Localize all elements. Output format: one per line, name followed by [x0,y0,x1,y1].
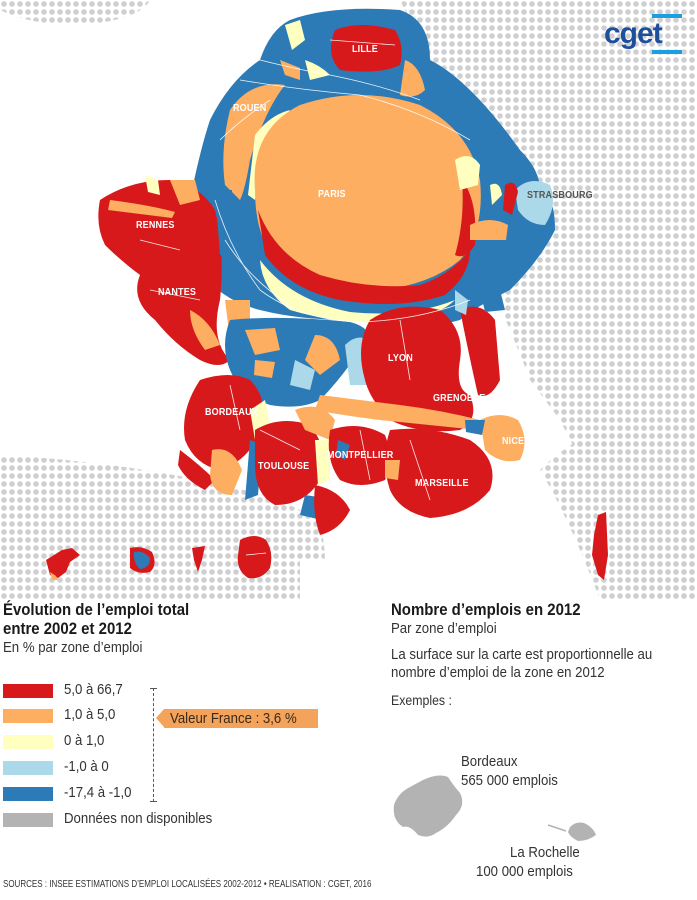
city-label-nice: NICE [502,436,525,447]
legend-title-line2: entre 2002 et 2012 [3,619,132,638]
example-bordeaux-name: Bordeaux [461,753,518,770]
legend-swatch [3,761,53,775]
legend-employment-count: Nombre d’emplois en 2012 Par zone d’empl… [391,600,691,708]
legend-item: -17,4 à -1,0 [3,784,303,805]
legend-item: 0 à 1,0 [3,732,303,753]
la-rochelle-example-shape [568,822,596,841]
legend-item: Données non disponibles [3,810,303,831]
city-label-lille: LILLE [352,44,378,55]
legend-subtitle: En % par zone d’emploi [3,639,143,656]
legend-item: -1,0 à 0 [3,758,303,779]
legend-right-description: La surface sur la carte est proportionne… [391,646,653,681]
legend-label: 1,0 à 5,0 [64,706,116,723]
corsica [592,512,608,580]
city-label-paris: PARIS [318,189,346,200]
legend-swatch [3,787,53,801]
legend-label: Données non disponibles [64,810,213,827]
cget-logo: cget [602,14,684,56]
city-label-marseille: MARSEILLE [415,478,469,489]
legend-label: 5,0 à 66,7 [64,681,123,698]
city-label-toulouse: TOULOUSE [258,461,310,472]
legend-right-title: Nombre d’emplois en 2012 [391,600,581,619]
legend-swatch [3,735,53,749]
legend-label: -1,0 à 0 [64,758,109,775]
legend-item: 1,0 à 5,0 [3,706,303,727]
legend-right-subtitle: Par zone d’emploi [391,620,497,637]
legend-title-line1: Évolution de l’emploi total [3,600,190,619]
logo-text: cget [604,17,663,50]
legend-bracket-cap-bottom [150,801,157,802]
example-bordeaux-value: 565 000 emplois [461,772,558,789]
legend-swatch [3,813,53,827]
france-value-tag: Valeur France : 3,6 % [156,709,318,728]
legend-range-bracket [153,688,154,802]
legend-employment-change: Évolution de l’emploi total entre 2002 e… [3,600,363,827]
examples-label: Exemples : [391,692,452,708]
cartogram-map: LILLE ROUEN PARIS STRASBOURG RENNES NANTES LYO… [0,0,697,600]
city-label-grenoble: GRENOBLE [433,393,486,404]
legend-swatch [3,709,53,723]
city-label-bordeaux: BORDEAUX [205,407,258,418]
example-larochelle-name: La Rochelle [510,844,580,861]
legend-label: -17,4 à -1,0 [64,784,132,801]
legend-swatch [3,684,53,698]
legend-bracket-cap-top [150,688,157,689]
uk-landmass [0,0,150,25]
tag-pointer [156,709,164,727]
city-label-strasbourg: STRASBOURG [527,190,593,201]
france-cartogram [98,8,555,535]
example-larochelle-value: 100 000 emplois [476,863,573,880]
sources-credit: SOURCES : INSEE ESTIMATIONS D’EMPLOI LOC… [3,879,372,890]
logo-bar-bottom [652,50,682,54]
legend-item: 5,0 à 66,7 [3,681,303,702]
city-label-rouen: ROUEN [233,103,267,114]
city-label-nantes: NANTES [158,287,197,298]
map-graphic [0,0,697,600]
legend-label: 0 à 1,0 [64,732,105,749]
bordeaux-example-shape [393,775,463,837]
city-label-montpellier: MONTPELLIER [327,450,394,461]
city-label-lyon: LYON [388,353,413,364]
italy-landmass [540,420,697,600]
logo-bar-top [652,14,682,18]
overseas-territories [46,536,272,580]
example-shapes [393,775,596,841]
tag-body [164,709,318,728]
france-value-text: Valeur France : 3,6 % [170,710,297,727]
city-label-rennes: RENNES [136,220,175,231]
